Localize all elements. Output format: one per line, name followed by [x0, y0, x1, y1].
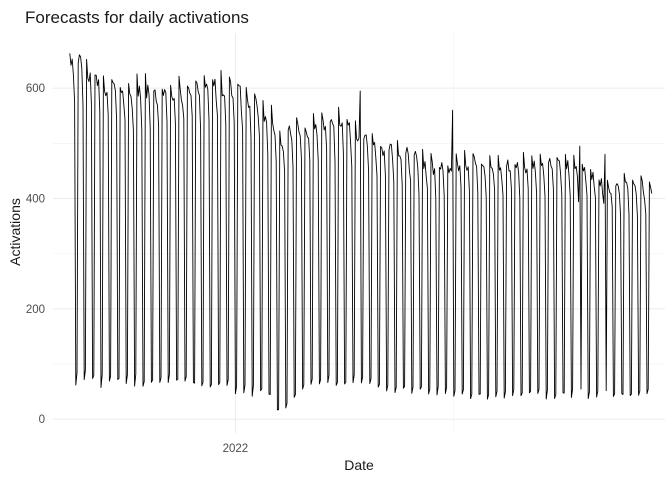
y-tick-label: 200: [26, 304, 45, 316]
y-axis-title: Activations: [7, 198, 23, 266]
grid: [53, 33, 665, 433]
x-tick-label: 2022: [223, 443, 249, 455]
y-tick-label: 0: [39, 414, 45, 426]
tick-labels: 0 200 400 600 2022: [26, 83, 248, 455]
chart-title: Forecasts for daily activations: [25, 8, 249, 27]
x-axis-title: Date: [344, 457, 374, 473]
y-tick-label: 400: [26, 194, 45, 206]
series-line-activations: [69, 53, 653, 411]
y-tick-label: 600: [26, 83, 45, 95]
series-layer: [69, 53, 653, 411]
